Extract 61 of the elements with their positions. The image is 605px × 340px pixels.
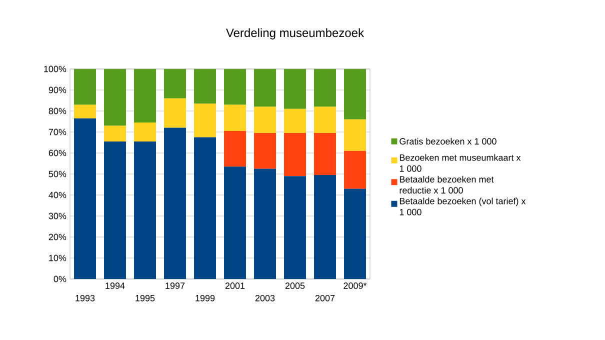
legend-label: Gratis bezoeken x 1 000 xyxy=(400,138,496,145)
bar xyxy=(194,104,216,138)
x-tick-label: 2007 xyxy=(315,294,335,302)
bar xyxy=(254,106,276,134)
bar xyxy=(254,133,276,169)
bar xyxy=(194,137,216,279)
legend-label: Betaalde bezoeken met reductie x 1 000 xyxy=(400,176,494,194)
bar xyxy=(314,133,336,176)
bar xyxy=(224,166,246,279)
bar xyxy=(164,98,186,128)
bar xyxy=(224,104,246,131)
bar xyxy=(164,68,186,98)
chart-title: Verdeling museumbezoek xyxy=(226,28,364,40)
bar xyxy=(344,150,366,189)
x-tick-label: 1993 xyxy=(76,294,95,302)
bar xyxy=(74,68,96,105)
x-tick-label: 2009* xyxy=(344,282,367,289)
x-tick-label: 2003 xyxy=(255,294,275,302)
bar xyxy=(74,118,96,279)
y-tick-label: 100% xyxy=(44,66,66,72)
bar xyxy=(104,126,126,142)
x-tick-label: 1999 xyxy=(196,294,215,302)
y-tick-label: 30% xyxy=(48,212,66,220)
bar xyxy=(224,68,246,105)
bar xyxy=(164,128,186,279)
bar xyxy=(134,122,156,142)
y-tick-label: 10% xyxy=(49,254,66,262)
bar xyxy=(314,175,336,279)
bar xyxy=(254,168,276,279)
y-tick-label: 0% xyxy=(54,276,66,282)
bar xyxy=(284,108,306,134)
y-tick-label: 70% xyxy=(48,128,66,136)
bar xyxy=(284,176,306,279)
bar xyxy=(344,68,366,120)
bar xyxy=(314,68,336,107)
y-tick-label: 50% xyxy=(48,170,66,178)
x-tick-label: 1994 xyxy=(106,282,125,289)
bar xyxy=(104,68,126,126)
bar xyxy=(284,68,306,109)
x-tick-label: 2005 xyxy=(285,282,305,289)
bar xyxy=(254,68,276,107)
bar xyxy=(194,68,216,104)
y-tick-label: 90% xyxy=(48,86,66,94)
bar xyxy=(134,68,156,123)
bar xyxy=(284,133,306,176)
legend-label: Bezoeken met museumkaart x 1 000 xyxy=(400,154,521,172)
y-tick-label: 80% xyxy=(48,108,66,114)
x-tick-label: 1997 xyxy=(166,282,185,289)
bar xyxy=(314,106,336,134)
bar xyxy=(344,119,366,151)
bar xyxy=(224,130,246,167)
x-tick-label: 2001 xyxy=(225,282,245,289)
y-tick-label: 60% xyxy=(48,150,66,156)
legend-label: Betaalde bezoeken (vol tarief) x 1 000 xyxy=(400,198,526,216)
y-tick-label: 40% xyxy=(48,192,66,198)
bar xyxy=(344,188,366,279)
bar xyxy=(74,104,96,118)
x-tick-label: 1995 xyxy=(136,294,155,302)
bar xyxy=(134,141,156,279)
y-tick-label: 20% xyxy=(48,234,66,240)
bar xyxy=(104,141,126,279)
